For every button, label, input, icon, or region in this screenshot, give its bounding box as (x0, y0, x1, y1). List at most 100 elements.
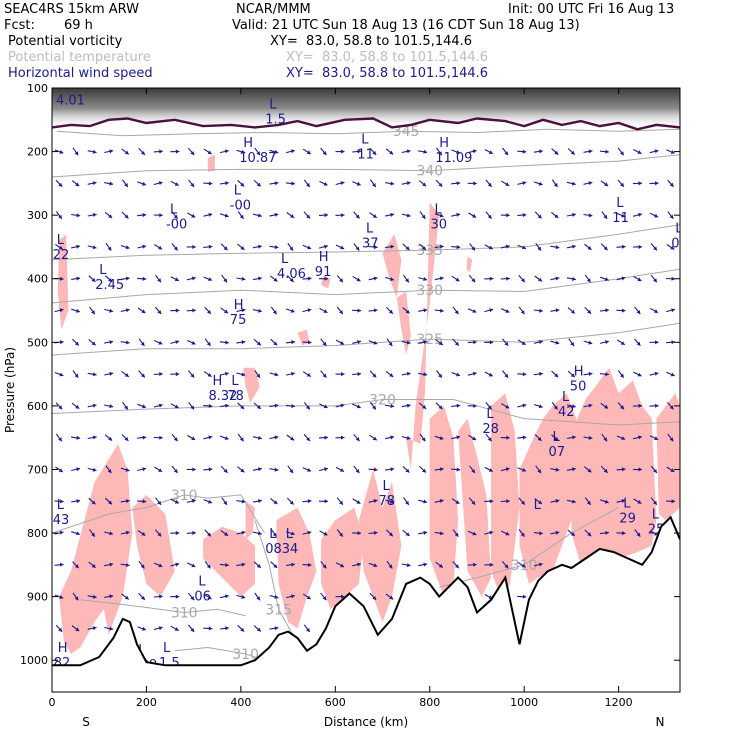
wind-vector (551, 370, 559, 378)
wind-vector (533, 340, 543, 345)
extreme-marker: L2.45 (95, 263, 124, 293)
wind-vector (451, 275, 460, 282)
extreme-kind: L (562, 390, 570, 405)
wind-vector (55, 243, 64, 250)
wind-vector (120, 276, 130, 281)
wind-vector (402, 243, 410, 251)
extreme-kind: L (486, 407, 494, 422)
wind-vector (666, 340, 676, 345)
wind-vector (170, 276, 180, 282)
organization: NCAR/MMM (236, 2, 311, 17)
pv-shaded-region (358, 469, 402, 623)
wind-vector (435, 402, 443, 410)
wind-vector (583, 371, 593, 376)
wind-vector (467, 371, 477, 376)
wind-vector (188, 624, 195, 633)
extreme-kind: L (652, 508, 660, 523)
wind-vector (137, 307, 146, 314)
wind-vector (550, 245, 560, 250)
wind-vector (204, 338, 211, 347)
wind-vector (270, 275, 278, 282)
wind-vector (220, 307, 229, 314)
wind-vector (270, 497, 278, 505)
wind-vector (253, 338, 262, 346)
wind-vector (368, 245, 378, 250)
wind-vector (401, 435, 411, 440)
wind-vector (401, 563, 411, 568)
wind-vector (533, 371, 543, 376)
wind-vector (269, 467, 279, 472)
forecast-hours: 69 h (64, 18, 93, 33)
wind-vector (170, 372, 180, 377)
wind-vector (650, 497, 658, 506)
extreme-value: 1.5 (159, 656, 180, 671)
wind-vector (153, 181, 163, 186)
wind-vector (303, 624, 311, 633)
wind-vector (401, 213, 411, 218)
wind-vector (252, 244, 262, 249)
wind-vector (484, 530, 494, 535)
wind-vector (467, 308, 477, 313)
pv-shaded-region (321, 507, 364, 610)
extreme-value: 8.09 (128, 658, 157, 673)
wind-vector (434, 213, 444, 218)
wind-vector (600, 499, 609, 504)
extreme-value: 42 (558, 405, 575, 420)
wind-vector (71, 467, 81, 472)
wind-vector (120, 308, 130, 313)
wind-vector (550, 276, 560, 281)
extreme-marker: L06 (194, 575, 211, 605)
pv-shaded-region (245, 501, 255, 540)
wind-vector (418, 562, 428, 567)
wind-vector (302, 530, 312, 535)
wind-vector (170, 180, 179, 186)
wind-vector (54, 340, 64, 345)
extreme-value: 25 (648, 523, 665, 538)
extreme-value: 1.5 (265, 113, 286, 128)
wind-vector (318, 244, 329, 249)
wind-vector (436, 370, 443, 379)
wind-vector (87, 403, 97, 408)
wind-vector (435, 561, 444, 569)
wind-vector (584, 466, 592, 473)
wind-vector (236, 562, 246, 567)
theta-contour-label: 330 (416, 283, 443, 299)
terrain-outline (52, 515, 680, 667)
theta-contour-label: 335 (416, 243, 443, 259)
wind-vector (550, 308, 560, 313)
wind-vector (122, 179, 129, 188)
wind-vector (186, 308, 196, 313)
wind-vector (452, 338, 460, 346)
wind-vector (534, 434, 542, 442)
wind-vector (368, 499, 378, 503)
wind-vector (534, 211, 542, 219)
wind-vector (121, 434, 129, 442)
wind-vector (518, 497, 526, 505)
wind-vector (535, 242, 542, 251)
wind-vector (87, 245, 97, 250)
wind-vector (335, 149, 345, 154)
wind-vector (601, 433, 608, 442)
wind-vector (270, 338, 278, 346)
wind-vector (285, 340, 295, 345)
wind-vector (616, 276, 626, 281)
extreme-marker: H50 (570, 365, 587, 395)
field-pv-name: Potential vorticity (8, 34, 123, 49)
wind-vector (616, 244, 626, 249)
wind-vector (451, 403, 461, 408)
extreme-value: 4.01 (56, 94, 85, 109)
wind-vector (500, 530, 510, 536)
wind-vector (186, 562, 196, 568)
field-pv-xy: XY= 83.0, 58.8 to 101.5,144.6 (270, 34, 473, 49)
wind-vector (617, 402, 625, 410)
wind-vector (219, 213, 229, 218)
wind-vector (418, 308, 428, 313)
extreme-value: 06 (194, 590, 211, 605)
wind-vector (584, 529, 592, 537)
extreme-value: -00 (166, 218, 187, 233)
wind-vector (468, 497, 476, 506)
wind-vector (105, 275, 113, 283)
wind-vector (171, 243, 179, 251)
wind-vector (221, 497, 228, 506)
